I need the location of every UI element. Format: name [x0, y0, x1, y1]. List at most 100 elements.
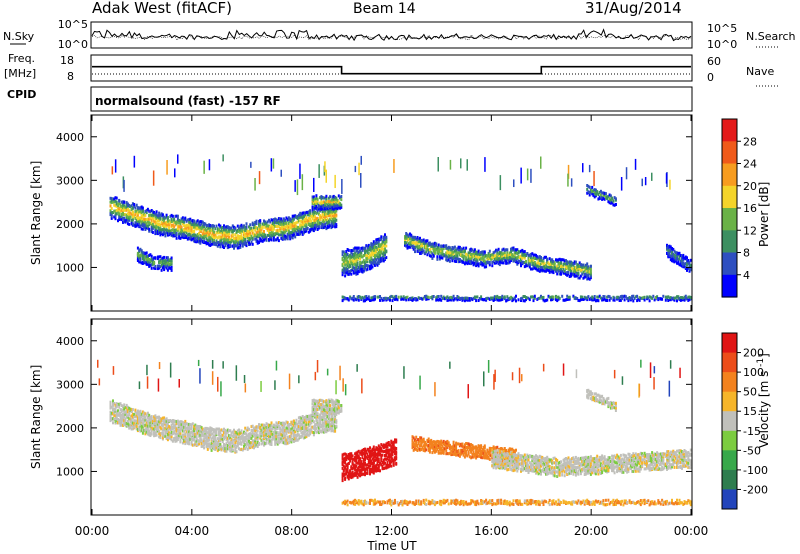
heatmap-cell — [244, 225, 247, 229]
heatmap-cell — [171, 219, 174, 223]
colorbar-tick-label: 4 — [743, 269, 750, 282]
noise-right-tick-top: 10^5 — [707, 22, 737, 35]
heatmap-cell — [205, 229, 208, 233]
heatmap-cell — [324, 215, 327, 219]
heatmap-cell — [250, 240, 253, 244]
heatmap-cell — [291, 236, 294, 240]
heatmap-cell — [523, 250, 526, 254]
heatmap-cell — [294, 223, 297, 227]
heatmap-cell — [112, 200, 114, 204]
heatmap-cell — [133, 214, 136, 218]
heatmap-cell — [301, 222, 304, 226]
heatmap-cell — [115, 200, 118, 204]
heatmap-cell — [243, 231, 245, 234]
heatmap-cell — [205, 223, 208, 227]
heatmap-cell — [669, 179, 671, 190]
heatmap-cell — [185, 228, 188, 232]
heatmap-cell — [135, 221, 138, 225]
heatmap-cell — [133, 223, 136, 227]
heatmap-cell — [130, 212, 133, 216]
heatmap-cell — [255, 234, 258, 238]
heatmap-cell — [374, 295, 376, 299]
heatmap-cell — [110, 207, 113, 210]
heatmap-cell — [222, 154, 224, 162]
heatmap-cell — [296, 217, 299, 220]
heatmap-cell — [299, 223, 302, 227]
heatmap-cell — [276, 225, 279, 229]
heatmap-cell — [199, 229, 202, 233]
heatmap-cell — [136, 211, 139, 215]
heatmap-cell — [131, 210, 134, 214]
heatmap-cell — [150, 230, 153, 234]
heatmap-cell — [136, 206, 139, 210]
heatmap-cell — [194, 236, 197, 240]
heatmap-cell — [546, 298, 549, 302]
heatmap-cell — [112, 211, 114, 214]
heatmap-cell — [326, 209, 329, 213]
heatmap-cell — [198, 236, 201, 240]
heatmap-cell — [134, 224, 137, 228]
heatmap-cell — [525, 259, 527, 263]
heatmap-cell — [588, 164, 591, 173]
heatmap-cell — [275, 218, 278, 222]
heatmap-cell — [302, 214, 305, 218]
heatmap-cell — [153, 219, 156, 223]
heatmap-cell — [163, 221, 166, 225]
heatmap-cell — [291, 233, 294, 237]
heatmap-cell — [171, 231, 174, 235]
heatmap-cell — [224, 244, 227, 248]
heatmap-cell — [228, 235, 230, 239]
heatmap-cell — [266, 224, 269, 228]
heatmap-cell — [114, 204, 117, 208]
heatmap-cell — [164, 228, 167, 232]
heatmap-cell — [118, 211, 121, 215]
heatmap-cell — [148, 214, 151, 218]
heatmap-cell — [300, 223, 303, 227]
heatmap-cell — [306, 210, 309, 214]
heatmap-cell — [604, 192, 607, 196]
heatmap-cell — [286, 226, 289, 230]
heatmap-cell — [180, 233, 183, 237]
heatmap-cell — [173, 217, 176, 221]
heatmap-cell — [307, 213, 310, 217]
heatmap-cell — [170, 213, 173, 217]
cpid-label: CPID — [7, 88, 36, 101]
heatmap-cell — [186, 218, 189, 222]
heatmap-cell — [122, 211, 124, 215]
heatmap-cell — [488, 261, 491, 264]
heatmap-cell — [143, 223, 146, 227]
heatmap-cell — [307, 217, 310, 220]
heatmap-cell — [210, 242, 213, 246]
heatmap-cell — [145, 218, 148, 222]
heatmap-cell — [238, 234, 240, 238]
noise-right-tick-bottom: 10^0 — [707, 38, 737, 51]
heatmap-cell — [139, 224, 142, 228]
heatmap-cell — [662, 294, 665, 298]
heatmap-cell — [117, 219, 119, 223]
heatmap-cell — [305, 223, 308, 227]
heatmap-cell — [223, 231, 225, 235]
heatmap-cell — [256, 239, 259, 243]
heatmap-cell — [176, 214, 179, 218]
heatmap-cell — [110, 216, 113, 220]
heatmap-cell — [131, 218, 134, 222]
heatmap-cell — [266, 228, 269, 232]
heatmap-cell — [295, 418, 298, 422]
heatmap-cell — [184, 226, 187, 230]
heatmap-cell — [234, 233, 237, 237]
heatmap-cell — [614, 197, 617, 201]
heatmap-cell — [189, 237, 192, 241]
heatmap-cell — [340, 198, 343, 202]
heatmap-cell — [228, 240, 230, 244]
heatmap-cell — [155, 227, 158, 231]
heatmap-cell — [312, 210, 315, 214]
heatmap-cell — [180, 225, 183, 229]
heatmap-cell — [141, 206, 144, 210]
heatmap-cell — [210, 233, 213, 237]
heatmap-cell — [229, 228, 232, 232]
heatmap-cell — [140, 220, 143, 224]
heatmap-cell — [180, 227, 183, 231]
heatmap-cell — [335, 213, 338, 217]
heatmap-cell — [179, 225, 182, 228]
heatmap-cell — [455, 260, 458, 263]
